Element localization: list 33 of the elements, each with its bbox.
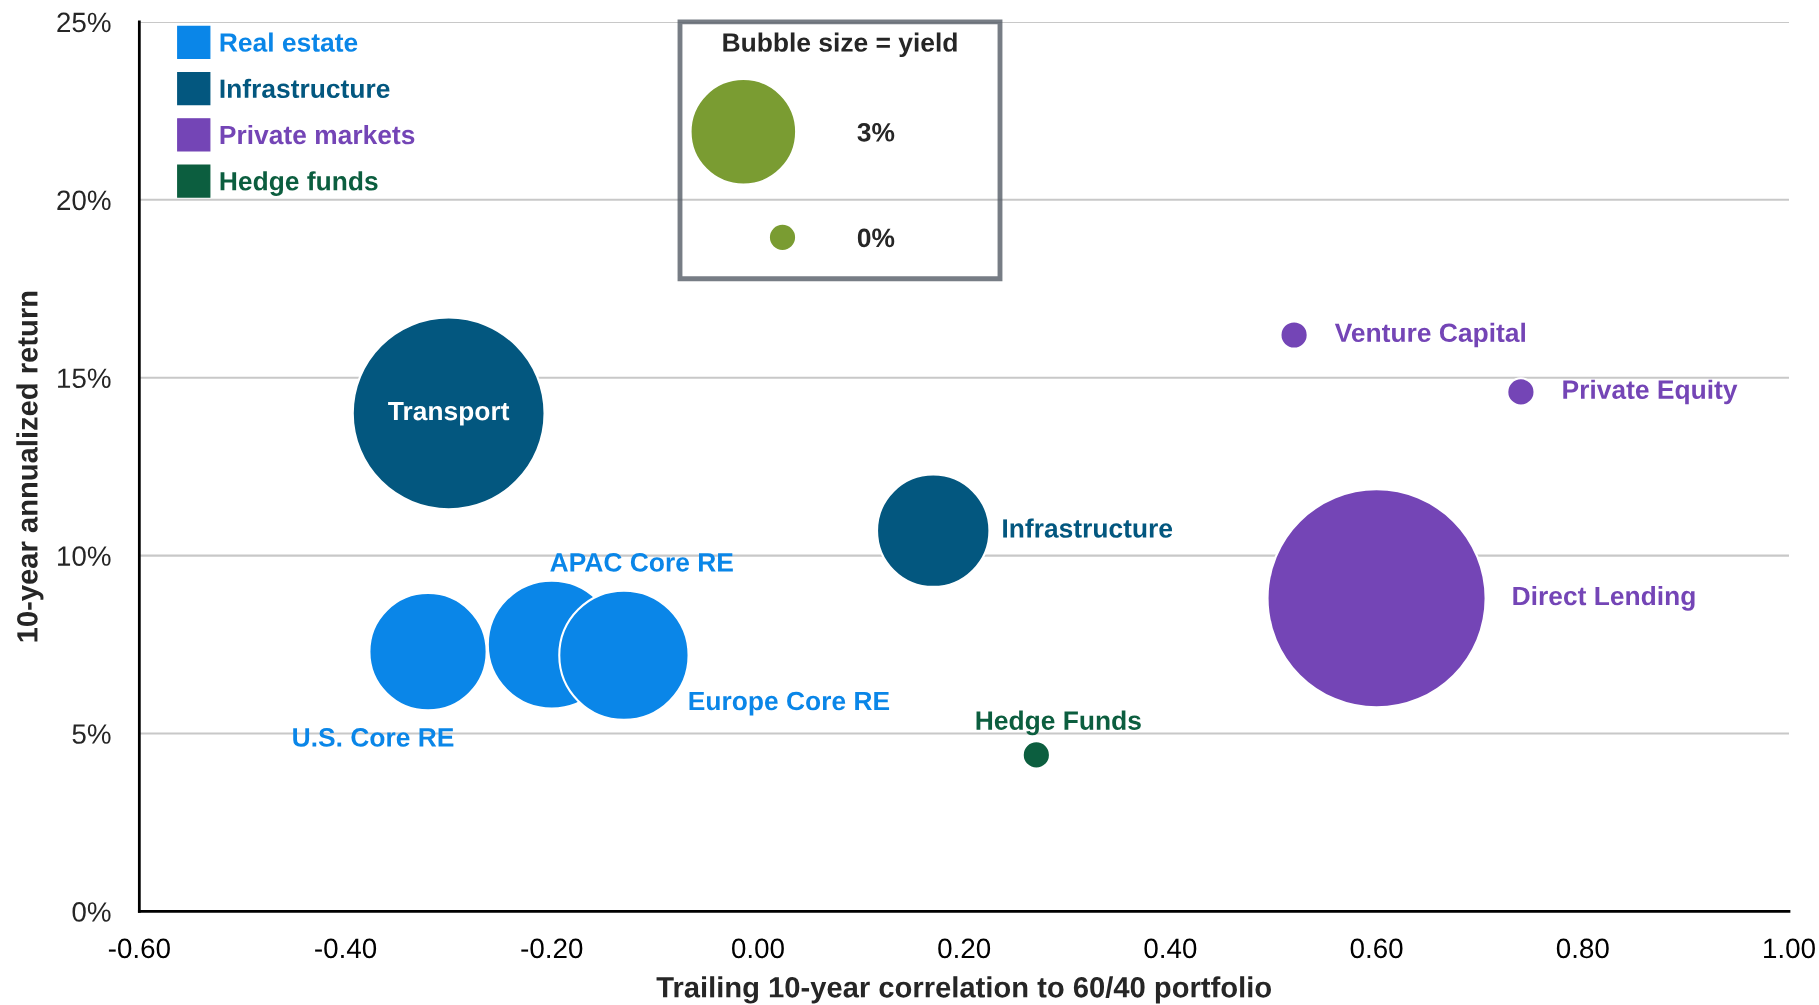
y-tick-label: 20% [57, 190, 111, 211]
x-tick-label: 0.20 [938, 938, 991, 959]
legend-label: 0% [857, 228, 895, 248]
x-tick-label: 1.00 [1764, 938, 1815, 959]
y-axis-title: 10-year annualized return [16, 291, 44, 642]
x-tick-label: -0.60 [108, 938, 170, 959]
x-tick-label: -0.40 [315, 938, 377, 959]
legend-label: 3% [857, 122, 895, 142]
annotation: Hedge Funds [976, 710, 1141, 736]
y-tick-label: 10% [58, 546, 111, 566]
x-tick-label: 0.40 [1144, 938, 1197, 959]
legend-title: Bubble size = yield [723, 32, 957, 58]
x-tick-label: 0.00 [732, 938, 784, 959]
y-tick-label: 5% [72, 724, 111, 744]
legend-label: Hedge funds [220, 171, 378, 196]
annotation: Private Equity [1563, 379, 1738, 405]
annotation: Infrastructure [1003, 518, 1173, 538]
annotation: Transport [388, 401, 510, 426]
annotation: Venture Capital [1334, 322, 1525, 348]
legend-label: Infrastructure [220, 78, 390, 99]
x-tick-label: 0.80 [1556, 938, 1609, 959]
y-tick-label: 15% [58, 368, 111, 389]
annotation: Europe Core RE [689, 691, 890, 716]
legend-label: Real estate [220, 32, 358, 52]
annotation: APAC Core RE [550, 552, 733, 572]
annotation: Direct Lending [1513, 585, 1695, 611]
x-tick-label: -0.20 [521, 938, 583, 959]
y-tick-label: 25% [57, 12, 111, 33]
annotation: U.S. Core RE [293, 728, 454, 747]
y-tick-label: 0% [72, 902, 111, 922]
x-tick-label: 0.60 [1350, 938, 1403, 959]
legend-label: Private markets [220, 124, 415, 145]
x-axis-title: Trailing 10-year correlation to 60/40 portfolio [656, 976, 1271, 1004]
